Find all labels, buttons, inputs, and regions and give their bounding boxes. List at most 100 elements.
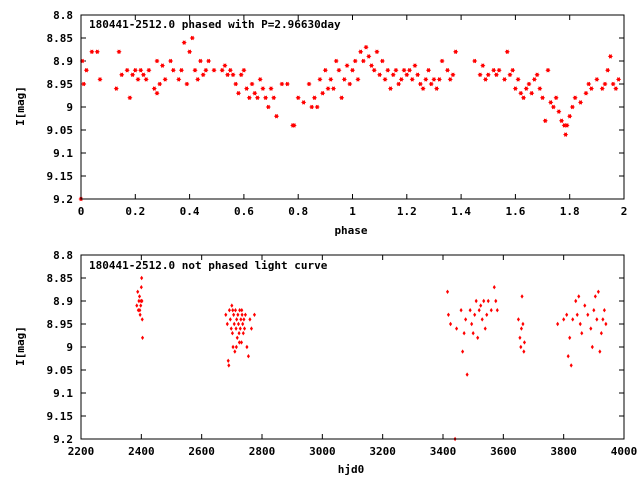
x-tick-label: 2400 xyxy=(128,445,155,458)
data-point xyxy=(203,67,209,73)
x-tick-label: 1.4 xyxy=(451,205,471,218)
data-point xyxy=(81,81,87,87)
data-point xyxy=(575,312,579,317)
data-point xyxy=(520,95,527,101)
data-point xyxy=(382,77,388,82)
data-point xyxy=(311,95,318,101)
plot-title: 180441-2512.0 not phased light curve xyxy=(89,259,328,272)
data-point xyxy=(588,86,595,91)
data-point xyxy=(246,95,252,101)
data-point xyxy=(151,86,157,91)
data-point xyxy=(168,58,174,64)
data-point xyxy=(518,90,524,96)
data-point xyxy=(574,298,578,304)
data-point xyxy=(586,81,592,87)
x-tick-label: 4000 xyxy=(611,445,638,458)
data-point xyxy=(462,331,466,336)
data-point xyxy=(249,81,255,87)
data-point xyxy=(235,317,239,322)
data-point xyxy=(236,312,240,317)
data-point xyxy=(485,72,491,78)
data-point xyxy=(227,308,231,313)
data-point xyxy=(241,331,245,336)
data-point xyxy=(398,77,404,82)
x-tick-label: 0.4 xyxy=(180,205,200,218)
data-point xyxy=(230,72,236,78)
data-point xyxy=(592,308,596,313)
data-point xyxy=(97,77,103,82)
data-point xyxy=(465,372,469,377)
data-point xyxy=(236,321,241,327)
data-point xyxy=(187,49,193,55)
data-point xyxy=(464,317,468,322)
data-point xyxy=(336,67,342,73)
y-tick-label: 8.85 xyxy=(47,272,74,285)
data-point xyxy=(444,67,451,73)
data-point xyxy=(531,77,537,82)
data-point xyxy=(583,303,587,308)
data-point xyxy=(232,312,236,317)
data-point xyxy=(238,308,242,313)
data-point xyxy=(472,58,478,64)
data-point xyxy=(254,95,261,101)
data-point xyxy=(610,81,616,87)
data-point xyxy=(431,77,437,82)
x-tick-label: 2600 xyxy=(188,445,215,458)
data-point xyxy=(243,312,247,317)
data-point xyxy=(569,363,573,368)
data-point xyxy=(230,331,234,336)
data-point xyxy=(602,308,606,313)
data-point xyxy=(534,72,540,78)
x-tick-label: 0.8 xyxy=(288,205,308,218)
data-point xyxy=(291,123,297,128)
y-tick-label: 9.05 xyxy=(47,124,74,137)
data-point xyxy=(580,331,584,336)
data-point xyxy=(477,308,481,313)
data-point xyxy=(200,72,206,78)
data-point xyxy=(127,95,133,101)
data-point xyxy=(222,63,228,68)
data-point xyxy=(119,72,125,78)
data-point xyxy=(366,54,372,59)
data-point xyxy=(501,77,508,82)
x-tick-label: 3400 xyxy=(430,445,457,458)
data-point xyxy=(417,81,423,87)
data-point xyxy=(355,77,361,82)
data-point xyxy=(245,344,249,350)
data-point xyxy=(477,72,483,78)
data-point xyxy=(496,67,502,73)
data-point xyxy=(404,72,410,78)
data-point xyxy=(571,317,575,322)
data-point xyxy=(512,86,518,91)
data-point xyxy=(605,67,611,73)
y-tick-label: 9.15 xyxy=(47,410,74,423)
data-point xyxy=(140,275,144,281)
x-tick-label: 1.2 xyxy=(397,205,417,218)
x-axis-label: phase xyxy=(334,224,367,237)
data-point xyxy=(260,86,266,91)
data-point xyxy=(140,72,147,78)
data-point xyxy=(224,312,228,317)
x-tick-label: 1.6 xyxy=(505,205,525,218)
data-point xyxy=(159,63,166,68)
data-point xyxy=(550,104,557,110)
data-point xyxy=(170,67,176,73)
data-point xyxy=(231,308,235,313)
data-point xyxy=(301,100,307,105)
data-point xyxy=(241,67,247,73)
data-point xyxy=(473,312,477,317)
data-point xyxy=(485,312,489,317)
data-point xyxy=(189,35,195,41)
data-point xyxy=(116,49,122,55)
data-point xyxy=(486,298,490,304)
data-point xyxy=(268,86,274,91)
data-point xyxy=(493,72,499,78)
data-point xyxy=(206,58,212,64)
data-point xyxy=(181,40,187,45)
data-point xyxy=(494,298,498,304)
data-point xyxy=(595,317,599,322)
data-point xyxy=(453,49,459,55)
data-point xyxy=(495,308,499,313)
data-point xyxy=(238,72,244,78)
y-tick-label: 8.8 xyxy=(53,9,73,22)
